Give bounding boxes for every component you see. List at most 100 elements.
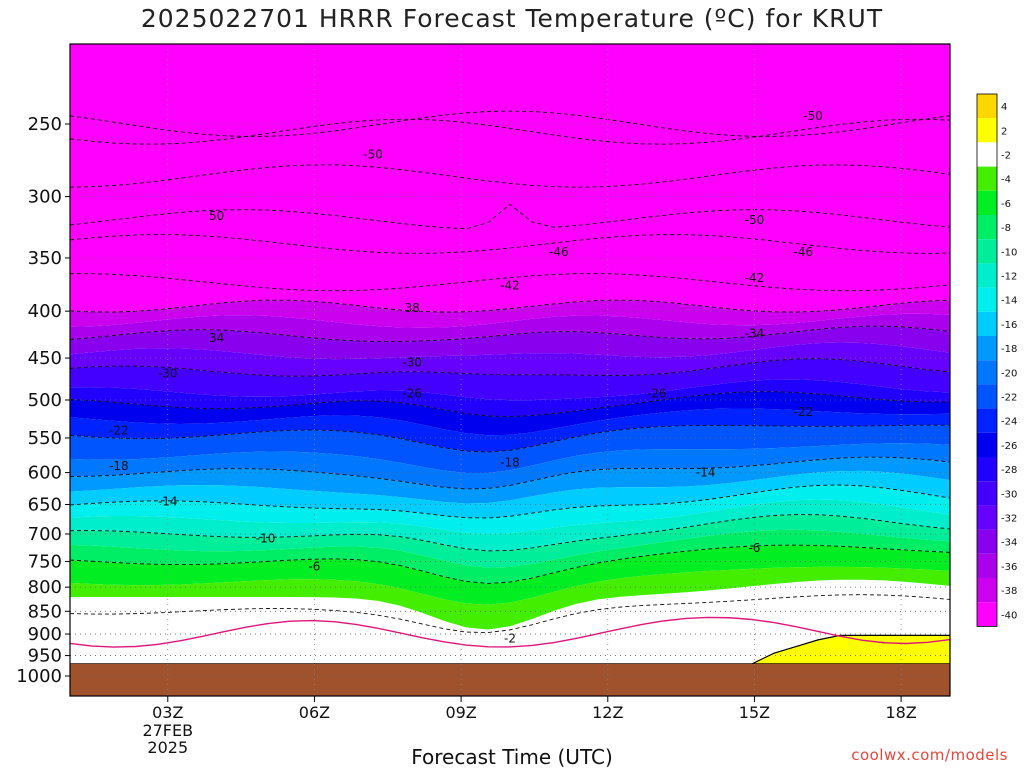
colorbar-swatch [977, 287, 997, 312]
contour-label: -46 [794, 245, 814, 259]
x-tick-sublabel: 27FEB [142, 721, 193, 740]
x-tick-label: 12Z [592, 703, 623, 722]
colorbar-label: -20 [1001, 368, 1017, 379]
y-tick-label: 350 [28, 248, 62, 269]
y-tick-label: 950 [28, 646, 62, 667]
contour-line [70, 544, 950, 584]
contour-line [70, 234, 950, 254]
x-tick-label: 06Z [299, 703, 330, 722]
colorbar-label: -8 [1001, 223, 1011, 234]
y-tick-label: 850 [28, 601, 62, 622]
contour-label: -26 [402, 387, 422, 401]
temperature-band [70, 545, 950, 605]
temperature-band [70, 425, 950, 474]
contour-line [70, 299, 950, 313]
temperature-band [70, 300, 950, 328]
x-axis-title: Forecast Time (UTC) [411, 745, 613, 769]
colorbar-label: 4 [1001, 102, 1007, 113]
credit-text: coolwx.com/models [851, 746, 1008, 764]
colorbar-label: -16 [1001, 320, 1017, 331]
temperature-band [70, 484, 950, 535]
colorbar-swatch [977, 578, 997, 603]
y-tick-label: 400 [28, 301, 62, 322]
x-tick-label: 15Z [739, 703, 770, 722]
plot-area: -50 -50 50 -50 -46 -46 -42 -42 38 34 -34 -30 -30 -26 -… [70, 44, 950, 696]
colorbar-frame [976, 93, 998, 627]
colorbar-swatch [977, 118, 997, 143]
y-tick-label: 600 [28, 463, 62, 484]
colorbar-swatch [977, 529, 997, 554]
y-tick-label: 300 [28, 187, 62, 208]
colorbar-label: -18 [1001, 344, 1017, 355]
colorbar-label: 2 [1001, 126, 1007, 137]
y-tick-label: 750 [28, 551, 62, 572]
contour-line [70, 118, 950, 145]
colorbar-swatch [977, 215, 997, 240]
temperature-band [70, 326, 950, 360]
y-tick-label: 450 [28, 348, 62, 369]
temperature-band [70, 358, 950, 401]
y-tick-label: 900 [28, 624, 62, 645]
y-tick-label: 550 [28, 428, 62, 449]
contour-line [70, 456, 950, 490]
temperature-band [70, 566, 950, 633]
contour-label: -18 [109, 459, 129, 473]
contour-label: -14 [696, 466, 716, 480]
contour-line [70, 514, 950, 552]
y-tick-label: 500 [28, 390, 62, 411]
colorbar-swatch [977, 311, 997, 336]
colorbar-label: -28 [1001, 465, 1017, 476]
y-tick-label: 700 [28, 524, 62, 545]
temperature-band [70, 391, 950, 436]
temperature-band [70, 529, 950, 584]
colorbar: 4 2 -2 -4 -6 -8 -10 -12 -14 -16 -18 -20 -22 -24 -26 -28… [976, 93, 1017, 627]
contour-label: -30 [402, 355, 422, 369]
freezing-line [70, 616, 950, 648]
temperature-band [70, 408, 950, 453]
x-tick-label: 18Z [885, 703, 916, 722]
colorbar-swatch [977, 408, 997, 433]
colorbar-swatch [977, 432, 997, 457]
colorbar-swatch [977, 481, 997, 506]
colorbar-label: -34 [1001, 538, 1017, 549]
contour-line [70, 325, 950, 342]
contour-line [70, 164, 950, 188]
y-tick-label: 250 [28, 114, 62, 135]
contour-label: -34 [745, 326, 765, 340]
y-tick-label: 650 [28, 494, 62, 515]
colorbar-label: -38 [1001, 586, 1017, 597]
x-tick-label: 03Z [152, 703, 183, 722]
colorbar-label: -40 [1001, 610, 1017, 621]
colorbar-label: -24 [1001, 417, 1017, 428]
colorbar-swatch [977, 142, 997, 167]
contour-label: -50 [745, 213, 765, 227]
contour-label: 38 [405, 301, 420, 315]
contour-line [70, 391, 950, 418]
contour-label: -2 [504, 631, 516, 645]
colorbar-label: -26 [1001, 441, 1017, 452]
y-tick-label: 800 [28, 577, 62, 598]
contour-label: -50 [363, 148, 383, 162]
contour-label: -30 [158, 367, 178, 381]
contour-label: -26 [647, 387, 667, 401]
colorbar-swatch [977, 602, 997, 627]
temperature-band [70, 44, 950, 313]
near-freezing-layer [70, 579, 950, 664]
x-tick-sublabel: 2025 [147, 738, 188, 757]
colorbar-label: -30 [1001, 489, 1017, 500]
colorbar-label: -2 [1001, 151, 1011, 162]
contour-line [70, 110, 950, 137]
colorbar-label: -6 [1001, 199, 1011, 210]
temperature-band [70, 457, 950, 504]
colorbar-label: -22 [1001, 393, 1017, 404]
colorbar-label: -32 [1001, 514, 1017, 525]
colorbar-swatch [977, 239, 997, 264]
colorbar-label: -36 [1001, 562, 1017, 573]
ground [70, 663, 950, 696]
contour-line [70, 424, 950, 453]
colorbar-swatch [977, 505, 997, 530]
contour-label: -6 [748, 541, 760, 555]
colorbar-swatch [977, 94, 997, 119]
colorbar-swatch [977, 457, 997, 482]
